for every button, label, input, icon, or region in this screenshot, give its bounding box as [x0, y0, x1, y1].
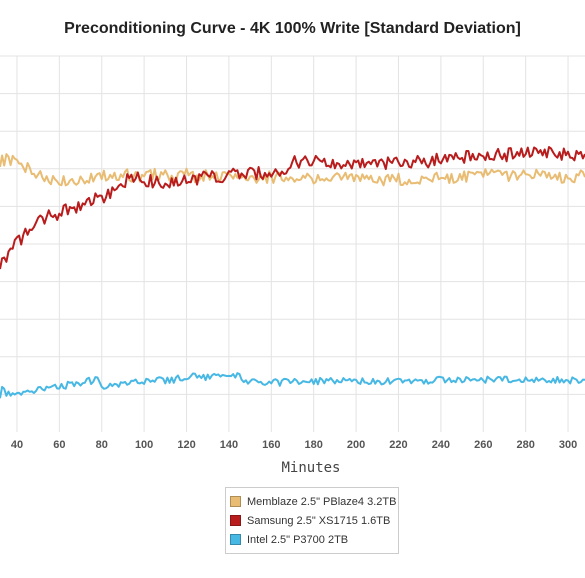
legend-item-intel: Intel 2.5" P3700 2TB	[230, 530, 398, 549]
series-lines	[0, 146, 585, 399]
x-tick-label: 40	[11, 439, 23, 451]
chart-title: Preconditioning Curve - 4K 100% Write [S…	[64, 20, 521, 37]
x-tick-label: 220	[389, 439, 407, 451]
x-tick-label: 180	[305, 439, 323, 451]
x-tick-labels: 40 60 80 100 120 140 160 180 200 220 240 260 280 300	[11, 439, 577, 451]
x-tick-label: 100	[135, 439, 153, 451]
legend-label-intel: Intel 2.5" P3700 2TB	[247, 533, 349, 546]
x-axis-label: Minutes	[281, 460, 340, 476]
legend-item-samsung: Samsung 2.5" XS1715 1.6TB	[230, 511, 398, 530]
plot-area: 40 60 80 100 120 140 160 180 200 220 240 260 280 300 …	[0, 55, 585, 476]
series-line-memblaze	[0, 153, 585, 187]
legend-swatch-intel	[230, 534, 241, 545]
legend-item-memblaze: Memblaze 2.5" PBlaze4 3.2TB	[230, 492, 398, 511]
series-line-intel	[0, 372, 585, 399]
grid	[0, 55, 585, 432]
legend-swatch-samsung	[230, 515, 241, 526]
x-tick-label: 140	[220, 439, 238, 451]
legend-label-samsung: Samsung 2.5" XS1715 1.6TB	[247, 514, 391, 527]
x-tick-label: 80	[96, 439, 108, 451]
x-tick-label: 260	[474, 439, 492, 451]
x-tick-label: 300	[559, 439, 577, 451]
series-line-samsung	[0, 146, 585, 270]
x-tick-label: 200	[347, 439, 365, 451]
legend-label-memblaze: Memblaze 2.5" PBlaze4 3.2TB	[247, 495, 397, 508]
x-tick-label: 280	[516, 439, 534, 451]
x-tick-label: 160	[262, 439, 280, 451]
x-tick-label: 120	[177, 439, 195, 451]
legend-swatch-memblaze	[230, 496, 241, 507]
x-tick-label: 240	[432, 439, 450, 451]
x-tick-label: 60	[53, 439, 65, 451]
legend: Memblaze 2.5" PBlaze4 3.2TB Samsung 2.5"…	[225, 487, 399, 554]
